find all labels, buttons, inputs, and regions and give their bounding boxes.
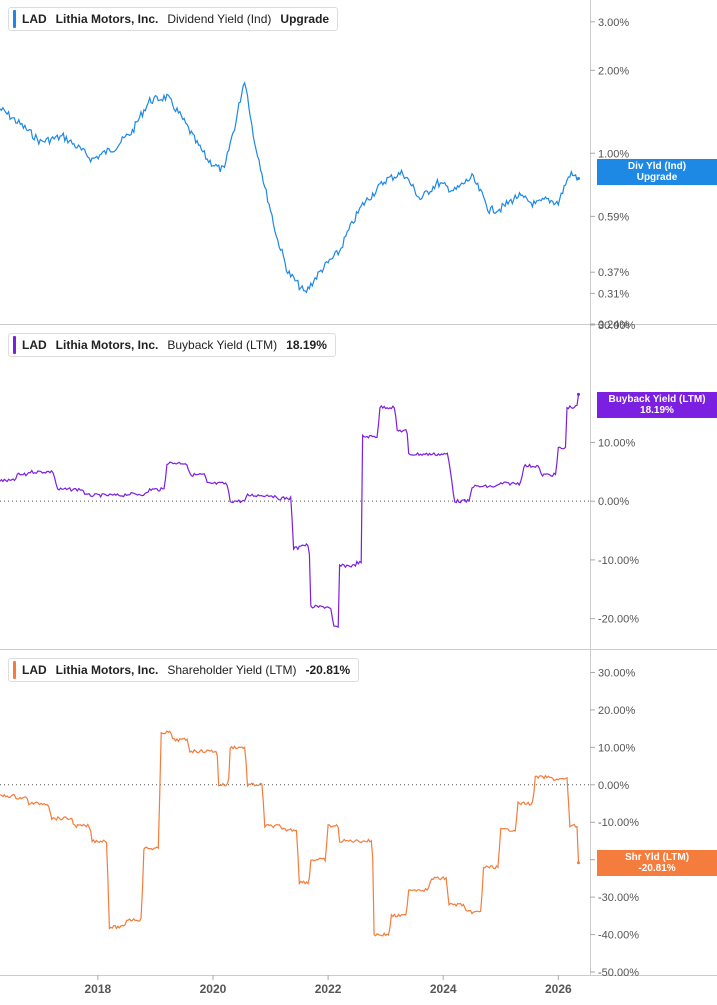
y-tick-label: 0.00%	[598, 496, 629, 508]
flag-value: 18.19%	[640, 405, 674, 416]
y-tick-label: 0.31%	[598, 288, 629, 300]
legend-company: Lithia Motors, Inc.	[55, 338, 159, 352]
flag-value: -20.81%	[638, 863, 676, 874]
dividend-yield-flag: Div Yld (Ind) Upgrade	[597, 159, 717, 185]
x-tick-label: 2018	[85, 982, 112, 996]
y-tick-label: 10.00%	[598, 742, 636, 754]
x-tick-label: 2022	[315, 982, 342, 996]
y-tick-label: -10.00%	[598, 555, 639, 567]
flag-label: Shr Yld (LTM)	[624, 852, 690, 863]
y-tick-label: 20.00%	[598, 705, 636, 717]
series-line	[0, 81, 579, 294]
legend-metric: Buyback Yield (LTM)	[167, 338, 278, 352]
flag-label: Div Yld (Ind)	[627, 161, 687, 172]
dividend-yield-legend[interactable]: LAD Lithia Motors, Inc. Dividend Yield (…	[8, 7, 339, 31]
legend-ticker: LAD	[22, 338, 47, 352]
shareholder-legend-swatch	[13, 661, 16, 679]
y-tick-label: -20.00%	[598, 614, 639, 626]
y-tick-label: 0.24%	[598, 319, 629, 331]
series-endpoint	[576, 176, 580, 180]
y-tick-label: 10.00%	[598, 437, 636, 449]
flag-value: Upgrade	[636, 172, 678, 183]
buyback-legend-swatch	[13, 336, 16, 354]
series-endpoint	[576, 392, 580, 396]
dividend-legend-swatch	[13, 10, 16, 28]
y-tick-label: 3.00%	[598, 17, 629, 29]
legend-value[interactable]: Upgrade	[280, 12, 330, 26]
x-tick-label: 2020	[200, 982, 227, 996]
shareholder-yield-flag: Shr Yld (LTM) -20.81%	[597, 850, 717, 876]
x-tick-label: 2026	[545, 982, 572, 996]
legend-metric: Dividend Yield (Ind)	[167, 12, 272, 26]
legend-company: Lithia Motors, Inc.	[55, 663, 159, 677]
y-tick-label: 0.37%	[598, 267, 629, 279]
buyback-yield-legend[interactable]: LAD Lithia Motors, Inc. Buyback Yield (L…	[8, 333, 336, 357]
y-tick-label: -50.00%	[598, 967, 639, 979]
legend-ticker: LAD	[22, 663, 47, 677]
y-tick-label: 30.00%	[598, 320, 636, 332]
legend-ticker: LAD	[22, 12, 47, 26]
flag-label: Buyback Yield (LTM)	[608, 394, 706, 405]
legend-company: Lithia Motors, Inc.	[55, 12, 159, 26]
y-tick-label: 0.59%	[598, 211, 629, 223]
legend-metric: Shareholder Yield (LTM)	[167, 663, 297, 677]
x-tick-label: 2024	[430, 982, 457, 996]
legend-value: 18.19%	[286, 338, 327, 352]
legend-value: -20.81%	[305, 663, 351, 677]
series-line	[0, 730, 580, 937]
y-tick-label: -30.00%	[598, 892, 639, 904]
y-tick-label: 30.00%	[598, 667, 636, 679]
series-endpoint	[576, 861, 580, 865]
y-tick-label: 0.00%	[598, 780, 629, 792]
y-tick-label: 2.00%	[598, 65, 629, 77]
y-tick-label: 1.00%	[598, 148, 629, 160]
y-tick-label: -40.00%	[598, 930, 639, 942]
series-line	[0, 394, 580, 629]
shareholder-yield-legend[interactable]: LAD Lithia Motors, Inc. Shareholder Yiel…	[8, 658, 360, 682]
buyback-yield-flag: Buyback Yield (LTM) 18.19%	[597, 392, 717, 418]
y-tick-label: -10.00%	[598, 817, 639, 829]
